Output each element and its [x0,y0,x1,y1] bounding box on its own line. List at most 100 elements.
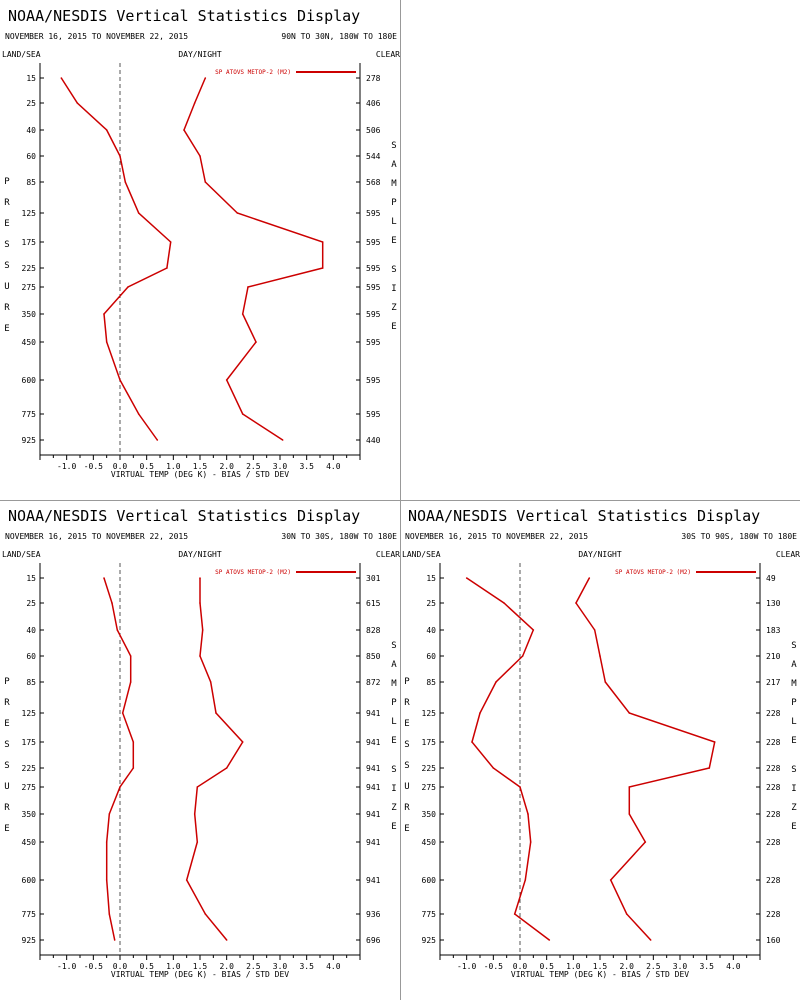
x-tick-label: 1.0 [566,962,581,971]
sample-size-label: 595 [366,338,381,347]
sample-size-label: 936 [366,910,381,919]
clear-label: CLEAR [776,550,800,559]
sample-size-axis-letter: P [791,698,797,708]
pressure-level-label: 450 [22,838,37,847]
std-dev-point [199,155,201,157]
sample-size-label: 850 [366,652,381,661]
std-dev-point [199,655,201,657]
pressure-level-label: 775 [422,910,437,919]
pressure-axis-letter: E [4,219,9,229]
sample-size-axis-letter: A [791,660,797,670]
bias-point [108,813,111,815]
pressure-axis-letter: R [4,698,10,708]
sample-size-label: 210 [766,652,781,661]
bias-point [137,413,140,415]
pressure-level-label: 60 [426,652,436,661]
x-axis-label: VIRTUAL TEMP (DEG K) - BIAS / STD DEV [511,970,689,979]
sample-size-axis-letter: E [391,736,396,746]
x-tick-label: 1.5 [593,962,608,971]
x-tick-label: -0.5 [84,462,103,471]
date-range: NOVEMBER 16, 2015 TO NOVEMBER 22, 2015 [5,532,188,541]
sample-size-axis-letter: S [391,265,396,275]
pressure-level-label: 60 [26,152,36,161]
land-sea-label: LAND/SEA [402,550,441,559]
region-label: 30N TO 30S, 180W TO 180E [281,532,397,541]
std-dev-line [575,577,716,941]
sample-size-axis-letter: Z [791,803,797,813]
x-tick-label: 2.5 [246,462,261,471]
std-dev-point [593,629,596,631]
std-dev-point [575,602,577,604]
pressure-level-label: 125 [422,709,437,718]
x-tick-label: 4.0 [726,962,741,971]
pressure-axis-letter: R [4,303,10,313]
pressure-axis-letter: S [4,240,9,250]
std-dev-point [241,413,244,415]
x-tick-label: 1.0 [166,462,181,471]
region-label: 90N TO 30N, 180W TO 180E [281,32,397,41]
x-tick-label: -0.5 [84,962,103,971]
sample-size-axis-letter: E [791,736,796,746]
x-tick-label: 4.0 [326,962,341,971]
pressure-level-label: 775 [22,410,37,419]
pressure-axis-letter: U [4,782,9,792]
bias-point [548,939,551,941]
pressure-level-label: 125 [22,209,37,218]
x-tick-label: 3.5 [299,462,314,471]
std-dev-point [225,939,228,941]
sample-size-axis-letter: M [791,679,797,689]
pressure-level-label: 15 [426,574,436,583]
sample-size-label: 941 [366,709,381,718]
sample-size-label: 228 [766,838,781,847]
std-dev-point [199,602,201,604]
sample-size-label: 941 [366,810,381,819]
bias-point [169,241,172,243]
std-dev-point [196,841,199,843]
sample-size-axis-letter: E [391,822,396,832]
pressure-axis-letter: P [4,177,10,187]
x-tick-label: 3.5 [299,962,314,971]
pressure-level-label: 85 [26,678,36,687]
sample-size-label: 217 [766,678,781,687]
sample-size-axis-letter: L [391,217,396,227]
std-dev-point [628,813,631,815]
std-dev-point [321,241,324,243]
sample-size-label: 506 [366,126,381,135]
sample-size-axis-letter: L [791,717,796,727]
pressure-axis-letter: S [4,740,9,750]
sample-size-label: 941 [366,738,381,747]
legend-label: SP ATOVS METOP-2 (M2) [215,69,291,76]
std-dev-point [236,212,239,214]
sample-size-label: 595 [366,264,381,273]
x-tick-label: 2.0 [219,462,234,471]
x-tick-label: 2.5 [646,962,661,971]
bias-point [105,341,108,343]
bias-point [527,813,529,815]
x-tick-label: 2.0 [219,962,234,971]
std-dev-point [628,712,631,714]
pressure-axis-letter: U [404,782,409,792]
sample-size-label: 301 [366,574,381,583]
std-dev-point [625,913,628,915]
sample-size-label: 160 [766,936,781,945]
bias-point [519,786,521,788]
sample-size-axis-letter: Z [391,303,397,313]
sample-size-label: 228 [766,810,781,819]
x-tick-label: 3.5 [699,962,714,971]
pressure-level-label: 350 [22,310,37,319]
sample-size-label: 595 [366,238,381,247]
sample-size-axis-letter: I [791,784,796,794]
pressure-level-label: 85 [26,178,36,187]
sample-size-axis-letter: Z [391,803,397,813]
bias-point [103,313,105,315]
bias-point [503,602,505,604]
pressure-axis-letter: P [4,677,10,687]
bias-point [121,712,124,714]
std-dev-point [604,681,607,683]
std-dev-point [193,102,196,104]
pressure-axis-letter: R [4,198,10,208]
x-tick-label: 3.0 [673,962,688,971]
sample-size-label: 941 [366,838,381,847]
bias-point [60,77,63,79]
bias-point [132,741,135,743]
